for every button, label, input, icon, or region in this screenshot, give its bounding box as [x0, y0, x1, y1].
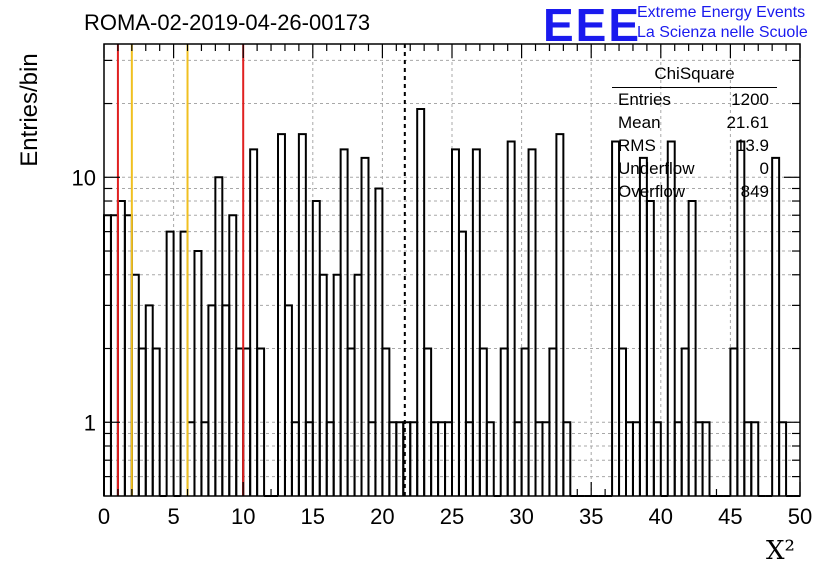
- histogram-bin: [165, 230, 175, 496]
- x-axis-label: X²: [766, 536, 795, 566]
- histogram-bin: [611, 140, 621, 496]
- histogram-bin: [645, 200, 655, 496]
- histogram-bin: [457, 230, 467, 496]
- histogram-bin: [687, 200, 697, 496]
- x-tick-label: 35: [579, 504, 603, 529]
- histogram-bin: [283, 304, 293, 496]
- y-axis-label: Entries/bin: [16, 53, 43, 167]
- histogram-bin: [666, 140, 676, 496]
- histogram-bin: [207, 304, 217, 496]
- stats-row-rms: RMS 13.9: [612, 134, 777, 157]
- histogram-bin: [130, 273, 140, 496]
- stats-row-mean: Mean 21.61: [612, 111, 777, 134]
- histogram-bin: [123, 214, 133, 496]
- logo-line-1: Extreme Energy Events: [637, 4, 806, 21]
- histogram-bin: [221, 304, 231, 496]
- x-tick-label: 20: [370, 504, 394, 529]
- histogram-bin: [144, 304, 154, 496]
- histogram-bin: [771, 156, 781, 496]
- histogram-bin: [353, 273, 363, 496]
- histogram-bin: [339, 148, 349, 496]
- stats-label: Mean: [618, 113, 661, 132]
- histogram-bin: [736, 140, 746, 496]
- histogram-bin: [214, 176, 224, 496]
- x-tick-label: 0: [98, 504, 110, 529]
- logo-line-2: La Scienza nelle Scuole: [637, 24, 808, 41]
- histogram-bin: [151, 347, 161, 496]
- histogram-bin: [562, 421, 572, 496]
- histogram-bin: [485, 421, 495, 496]
- y-tick-label: 10: [72, 165, 96, 190]
- histogram-bin: [103, 214, 112, 496]
- histogram-bin: [360, 156, 370, 496]
- histogram-bin: [193, 250, 203, 496]
- eee-logo: EEE: [543, 0, 642, 51]
- x-tick-label: 10: [231, 504, 255, 529]
- stats-row-entries: Entries 1200: [612, 88, 777, 111]
- histogram-bin: [109, 214, 119, 496]
- x-tick-label: 25: [440, 504, 464, 529]
- histogram-bin: [228, 214, 238, 496]
- stats-label: RMS: [618, 136, 656, 155]
- histogram-bin: [297, 133, 307, 496]
- histogram-bin: [416, 107, 426, 496]
- histogram-bin: [506, 140, 516, 496]
- stats-box: ChiSquare Entries 1200 Mean 21.61 RMS 13…: [612, 64, 777, 203]
- stats-value: 1200: [731, 90, 769, 109]
- x-tick-label: 5: [167, 504, 179, 529]
- histogram-bin: [471, 148, 481, 496]
- histogram-bin: [750, 421, 760, 496]
- histogram-bin: [332, 273, 342, 496]
- histogram-bin: [778, 421, 788, 496]
- x-tick-label: 45: [718, 504, 742, 529]
- histogram-bin: [374, 187, 384, 496]
- x-tick-label: 40: [649, 504, 673, 529]
- stats-value: 849: [740, 182, 769, 201]
- stats-label: Underflow: [618, 159, 695, 178]
- histogram-bin: [179, 230, 189, 496]
- histogram-bin: [249, 148, 259, 496]
- histogram-bin: [652, 421, 662, 496]
- x-tick-label: 30: [509, 504, 533, 529]
- stats-row-overflow: Overflow 849: [612, 180, 777, 203]
- x-tick-label: 15: [301, 504, 325, 529]
- stats-value: 13.9: [735, 136, 769, 155]
- stats-row-underflow: Underflow 0: [612, 157, 777, 180]
- histogram-bin: [555, 133, 565, 496]
- stats-value: 0: [759, 159, 769, 178]
- histogram-bin: [701, 421, 711, 496]
- stats-label: Overflow: [618, 182, 686, 201]
- histogram-bin: [527, 148, 537, 496]
- histogram-bin: [318, 273, 328, 496]
- x-tick-label: 50: [788, 504, 812, 529]
- histogram-bin: [638, 156, 648, 496]
- stats-value: 21.61: [726, 113, 769, 132]
- chart-title: ROMA-02-2019-04-26-00173: [84, 10, 371, 35]
- histogram-bin: [256, 347, 266, 496]
- y-tick-label: 1: [84, 410, 96, 435]
- stats-title: ChiSquare: [612, 64, 777, 88]
- stats-label: Entries: [618, 90, 671, 109]
